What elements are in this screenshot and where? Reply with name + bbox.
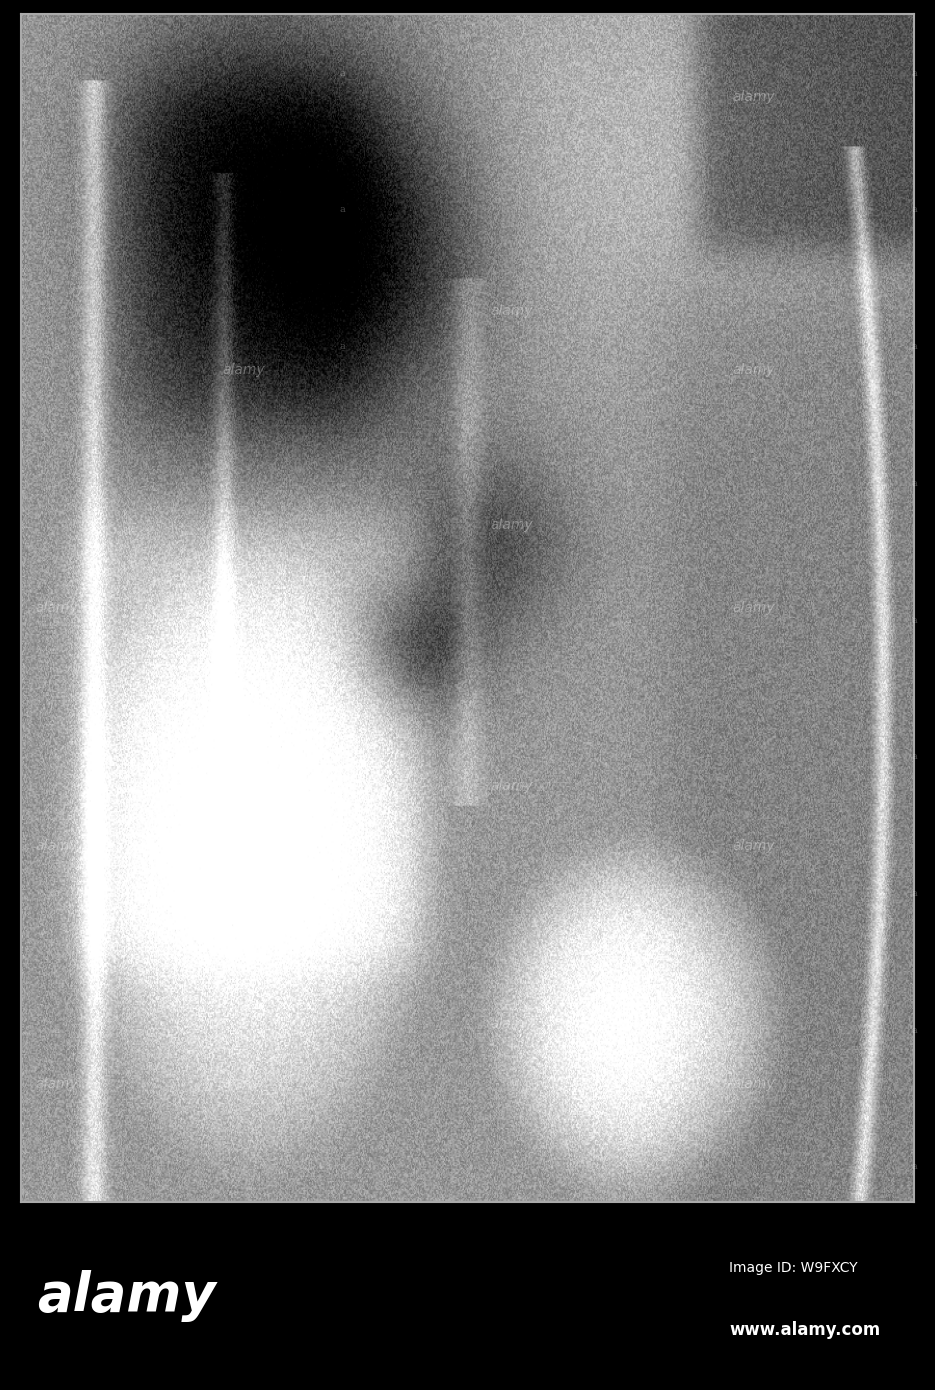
Text: alamy: alamy bbox=[732, 838, 775, 853]
Text: a: a bbox=[53, 616, 59, 624]
Text: alamy: alamy bbox=[491, 518, 534, 532]
Text: a: a bbox=[53, 1162, 59, 1172]
Text: a: a bbox=[339, 1026, 345, 1034]
Text: alamy: alamy bbox=[732, 90, 775, 104]
Text: a: a bbox=[912, 616, 917, 624]
Text: a: a bbox=[53, 70, 59, 78]
Text: a: a bbox=[626, 752, 631, 762]
Text: a: a bbox=[53, 888, 59, 898]
Text: a: a bbox=[912, 478, 917, 488]
Text: a: a bbox=[626, 478, 631, 488]
Text: alamy: alamy bbox=[223, 1076, 266, 1091]
Text: a: a bbox=[53, 206, 59, 214]
Text: a: a bbox=[339, 616, 345, 624]
Text: a: a bbox=[912, 752, 917, 762]
Text: a: a bbox=[626, 616, 631, 624]
Text: alamy: alamy bbox=[223, 363, 266, 378]
Text: a: a bbox=[912, 206, 917, 214]
Text: a: a bbox=[339, 752, 345, 762]
Text: a: a bbox=[626, 342, 631, 352]
Text: alamy: alamy bbox=[732, 600, 775, 616]
Text: a: a bbox=[912, 888, 917, 898]
Text: a: a bbox=[626, 206, 631, 214]
Text: a: a bbox=[339, 478, 345, 488]
Text: alamy: alamy bbox=[491, 1017, 534, 1031]
Text: a: a bbox=[626, 888, 631, 898]
Text: Image ID: W9FXCY: Image ID: W9FXCY bbox=[729, 1261, 858, 1275]
Text: a: a bbox=[912, 70, 917, 78]
Text: alamy: alamy bbox=[732, 1076, 775, 1091]
Text: a: a bbox=[626, 1026, 631, 1034]
Text: a: a bbox=[53, 752, 59, 762]
Text: a: a bbox=[912, 1162, 917, 1172]
Text: a: a bbox=[53, 478, 59, 488]
Text: alamy: alamy bbox=[223, 600, 266, 616]
Text: a: a bbox=[912, 342, 917, 352]
Text: a: a bbox=[339, 342, 345, 352]
Text: alamy: alamy bbox=[491, 304, 534, 318]
Text: a: a bbox=[626, 70, 631, 78]
Text: alamy: alamy bbox=[37, 1270, 216, 1322]
Text: alamy: alamy bbox=[35, 600, 78, 616]
Text: a: a bbox=[53, 1026, 59, 1034]
Text: alamy: alamy bbox=[732, 363, 775, 378]
Text: alamy: alamy bbox=[223, 838, 266, 853]
Text: a: a bbox=[339, 70, 345, 78]
Text: alamy: alamy bbox=[491, 780, 534, 794]
Text: a: a bbox=[626, 1162, 631, 1172]
Text: alamy: alamy bbox=[35, 838, 78, 853]
Text: a: a bbox=[912, 1026, 917, 1034]
Text: a: a bbox=[53, 342, 59, 352]
Text: a: a bbox=[339, 206, 345, 214]
Text: a: a bbox=[339, 1162, 345, 1172]
Text: www.alamy.com: www.alamy.com bbox=[729, 1320, 881, 1339]
Text: alamy: alamy bbox=[35, 1076, 78, 1091]
Text: a: a bbox=[339, 888, 345, 898]
